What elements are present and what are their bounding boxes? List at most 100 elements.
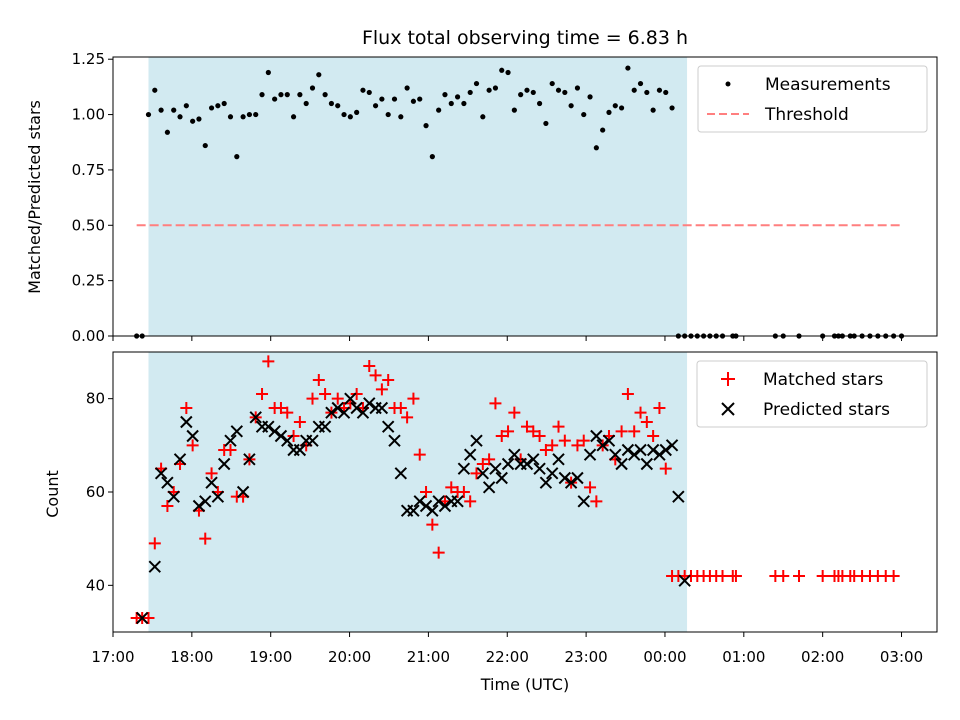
x-axis-label: Time (UTC) (480, 675, 569, 694)
predicted-star-point (583, 448, 597, 461)
x-tick-label: 00:00 (643, 648, 686, 666)
bottom-y-tick-label: 40 (86, 576, 105, 594)
x-tick-label: 01:00 (722, 648, 765, 666)
predicted-star-point (230, 425, 244, 438)
top-x-ticks (112, 336, 903, 341)
measurement-point (227, 114, 234, 120)
bottom-legend: Matched stars Predicted stars (696, 360, 928, 428)
predicted-star-point (533, 462, 546, 475)
measurement-point (644, 89, 650, 96)
measurement-point (354, 109, 360, 115)
matched-star-point (793, 570, 806, 582)
predicted-star-point (217, 457, 231, 471)
predicted-star-point (211, 490, 225, 503)
measurement-point (562, 89, 568, 96)
predicted-star-point (527, 453, 540, 466)
matched-star-point (369, 369, 382, 382)
predicted-star-point (539, 476, 553, 489)
x-tick-label: 03:00 (880, 648, 923, 666)
matched-star-point (520, 420, 533, 433)
measurement-point (530, 89, 536, 96)
matched-star-point (426, 518, 439, 531)
measurement-point (555, 87, 562, 93)
x-tick-label: 19:00 (249, 648, 292, 666)
matched-star-point (577, 434, 590, 447)
predicted-star-point (482, 481, 496, 494)
matched-star-point (470, 467, 483, 480)
measurement-point (536, 100, 543, 107)
predicted-star-point (476, 467, 490, 480)
bottom-observing-interval-shade (148, 352, 688, 632)
predicted-star-point (268, 425, 281, 438)
measurement-point (278, 92, 284, 98)
matched-star-point (590, 495, 603, 508)
measurement-point (410, 98, 417, 104)
predicted-star-point (337, 406, 351, 419)
bottom-y-tick-label: 60 (86, 483, 105, 501)
predicted-star-point (621, 443, 635, 457)
measurement-point (240, 114, 246, 120)
predicted-star-point (344, 392, 357, 405)
predicted-star-point (501, 457, 515, 471)
measurement-point (417, 96, 423, 102)
measurement-point (265, 69, 271, 76)
measurement-point (385, 111, 391, 118)
predicted-star-point (236, 485, 250, 499)
bottom-y-ticks: 40 60 80 (86, 390, 113, 594)
predicted-star-point (495, 471, 508, 485)
measurement-point (663, 89, 669, 96)
matched-star-point (350, 388, 363, 400)
matched-star-point (306, 392, 319, 405)
top-y-tick-label: 1.00 (72, 106, 105, 124)
measurement-point (190, 118, 196, 124)
matched-star-point (432, 546, 445, 559)
predicted-star-point (470, 434, 483, 447)
measurement-point (618, 105, 625, 111)
matched-star-point (615, 425, 628, 438)
legend-threshold-label: Threshold (764, 105, 849, 125)
matched-star-point (552, 420, 565, 433)
matched-star-point (816, 570, 829, 582)
predicted-star-point (192, 499, 206, 513)
matched-star-point (777, 570, 790, 582)
predicted-star-point (596, 439, 609, 452)
x-tick-label: 20:00 (328, 648, 371, 666)
bottom-panel: 40 60 80 17:00 18:00 19:00 20:00 21:00 22:00 23:… (43, 352, 938, 694)
measurement-point (518, 92, 524, 98)
predicted-star-point (167, 490, 180, 503)
top-y-tick-label: 0.00 (72, 327, 105, 345)
x-tick-label: 21:00 (407, 648, 450, 666)
matched-star-point (319, 388, 332, 400)
measurement-point (208, 105, 215, 111)
predicted-star-point (199, 495, 212, 508)
matched-star-point (483, 453, 496, 466)
measurement-point (442, 92, 448, 98)
predicted-star-point (274, 429, 288, 443)
matched-star-point (401, 411, 414, 424)
matched-star-point (199, 532, 212, 545)
predicted-star-point (356, 406, 370, 419)
matched-star-point (640, 416, 653, 428)
x-tick-label: 23:00 (564, 648, 607, 666)
measurement-point (202, 142, 208, 149)
predicted-star-point (489, 462, 502, 475)
matched-star-point (407, 392, 420, 405)
matched-star-point (508, 406, 521, 419)
measurement-point (152, 87, 158, 93)
matched-star-point (628, 425, 641, 438)
predicted-star-point (413, 495, 426, 508)
measurement-point (492, 85, 499, 91)
predicted-star-point (590, 429, 603, 443)
measurement-point (480, 114, 486, 120)
chart-title: Flux total observing time = 6.83 h (362, 27, 688, 49)
matched-star-point (205, 467, 218, 480)
predicted-star-point (381, 420, 395, 433)
measurement-point (467, 89, 473, 96)
matched-star-point (256, 388, 269, 400)
x-tick-label: 22:00 (486, 648, 529, 666)
top-axes-frame (112, 56, 938, 337)
matched-star-point (363, 360, 376, 372)
predicted-star-point (388, 434, 401, 447)
matched-star-point (312, 374, 325, 386)
measurement-point (669, 105, 675, 111)
